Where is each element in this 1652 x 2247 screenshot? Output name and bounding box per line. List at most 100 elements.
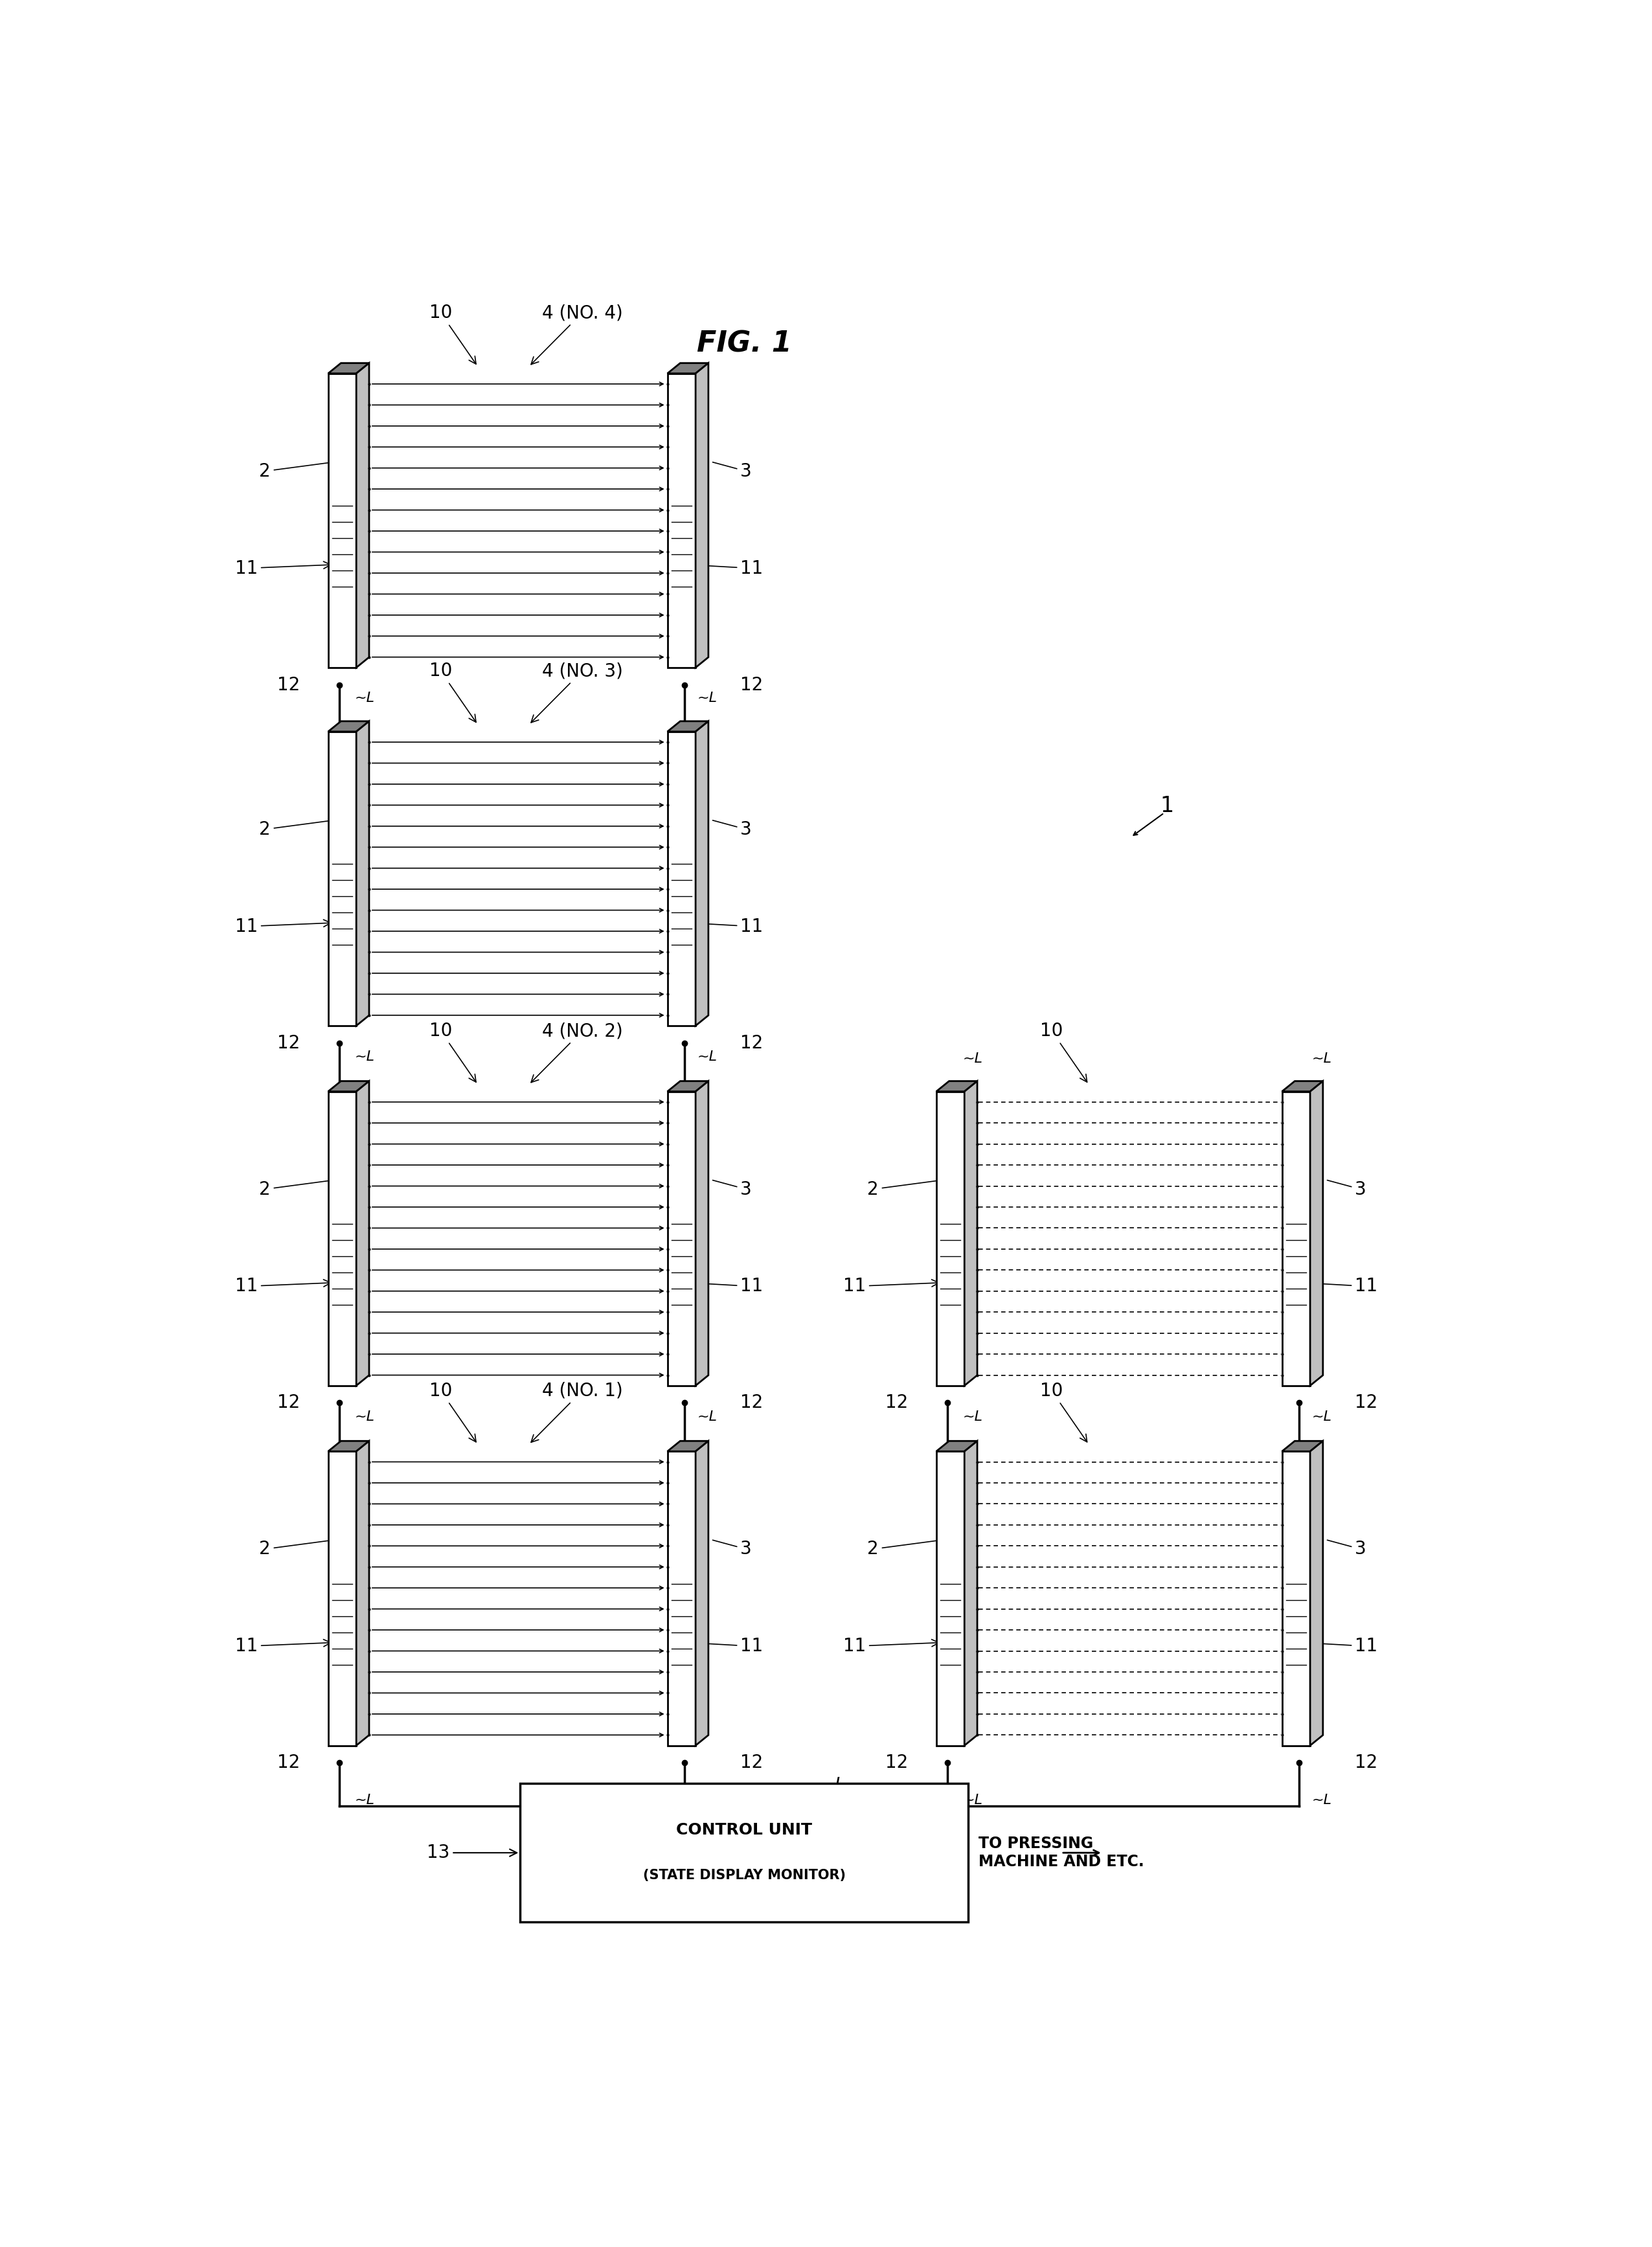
Text: ~L: ~L [697, 1049, 717, 1063]
Polygon shape [667, 1440, 709, 1452]
Text: 12: 12 [1355, 1393, 1378, 1411]
Text: ~L: ~L [355, 1049, 375, 1063]
Text: 11: 11 [691, 917, 763, 935]
Polygon shape [937, 1452, 965, 1746]
Text: 12: 12 [740, 1034, 763, 1052]
Text: 12: 12 [278, 676, 301, 694]
Text: 11: 11 [691, 1638, 763, 1656]
Text: 3: 3 [1327, 1180, 1366, 1198]
Polygon shape [667, 1081, 709, 1092]
Text: 4 (NO. 1): 4 (NO. 1) [530, 1382, 623, 1443]
Polygon shape [695, 1081, 709, 1386]
Text: 2: 2 [259, 820, 335, 838]
Text: 2: 2 [867, 1539, 943, 1557]
Polygon shape [1310, 1440, 1323, 1746]
Text: 3: 3 [712, 1539, 752, 1557]
Polygon shape [357, 721, 368, 1025]
Text: ~L: ~L [355, 1793, 375, 1807]
Text: 11: 11 [691, 560, 763, 577]
Text: 4 (NO. 4): 4 (NO. 4) [530, 303, 623, 364]
Text: 3: 3 [712, 820, 752, 838]
Text: 12: 12 [1355, 1753, 1378, 1773]
Polygon shape [329, 364, 368, 373]
Text: L: L [834, 1775, 844, 1795]
Text: 12: 12 [740, 1393, 763, 1411]
Polygon shape [667, 721, 709, 733]
Text: 10: 10 [430, 663, 476, 721]
Polygon shape [329, 733, 357, 1025]
Text: ~L: ~L [963, 1793, 983, 1807]
Text: ~L: ~L [1312, 1793, 1332, 1807]
Text: 2: 2 [259, 1539, 335, 1557]
Text: ~L: ~L [355, 692, 375, 703]
Text: 10: 10 [1041, 1022, 1087, 1083]
Polygon shape [965, 1081, 978, 1386]
Text: ~L: ~L [963, 1052, 983, 1065]
Polygon shape [667, 1452, 695, 1746]
Polygon shape [1282, 1081, 1323, 1092]
Polygon shape [1282, 1440, 1323, 1452]
Polygon shape [667, 364, 709, 373]
Text: 12: 12 [278, 1753, 301, 1773]
Text: 2: 2 [259, 463, 335, 481]
Polygon shape [329, 1081, 368, 1092]
Text: FIG. 1: FIG. 1 [697, 330, 791, 357]
Text: 12: 12 [278, 1393, 301, 1411]
Text: 2: 2 [867, 1180, 943, 1198]
Text: ~L: ~L [1312, 1052, 1332, 1065]
Polygon shape [1282, 1452, 1310, 1746]
Text: ~L: ~L [697, 1793, 717, 1807]
Text: ~L: ~L [697, 692, 717, 703]
Text: CONTROL UNIT: CONTROL UNIT [676, 1822, 813, 1838]
Polygon shape [695, 364, 709, 667]
Bar [520, 1784, 968, 1921]
Text: 12: 12 [885, 1753, 909, 1773]
Text: ~L: ~L [697, 1411, 717, 1422]
Polygon shape [965, 1440, 978, 1746]
Text: 10: 10 [430, 1382, 476, 1443]
Polygon shape [357, 1081, 368, 1386]
Text: 11: 11 [1305, 1276, 1378, 1294]
Text: 1: 1 [1160, 795, 1173, 816]
Text: 4 (NO. 2): 4 (NO. 2) [530, 1022, 623, 1083]
Polygon shape [667, 1092, 695, 1386]
Polygon shape [667, 373, 695, 667]
Text: 12: 12 [885, 1393, 909, 1411]
Text: 11: 11 [843, 1276, 938, 1294]
Polygon shape [357, 1440, 368, 1746]
Polygon shape [695, 721, 709, 1025]
Text: 11: 11 [235, 1638, 330, 1656]
Text: ~L: ~L [355, 1411, 375, 1422]
Text: 11: 11 [691, 1276, 763, 1294]
Polygon shape [329, 1092, 357, 1386]
Polygon shape [695, 1440, 709, 1746]
Text: 3: 3 [712, 1180, 752, 1198]
Text: 3: 3 [712, 463, 752, 481]
Text: ~L: ~L [1312, 1411, 1332, 1422]
Text: 12: 12 [740, 676, 763, 694]
Polygon shape [329, 1452, 357, 1746]
Polygon shape [329, 373, 357, 667]
Text: 10: 10 [430, 1022, 476, 1083]
Text: 12: 12 [278, 1034, 301, 1052]
Polygon shape [667, 733, 695, 1025]
Text: 4 (NO. 3): 4 (NO. 3) [530, 663, 623, 724]
Polygon shape [1310, 1081, 1323, 1386]
Text: ~L: ~L [963, 1411, 983, 1422]
Polygon shape [357, 364, 368, 667]
Polygon shape [329, 1440, 368, 1452]
Text: 13: 13 [426, 1845, 517, 1863]
Text: 12: 12 [740, 1753, 763, 1773]
Text: 11: 11 [235, 560, 330, 577]
Polygon shape [937, 1440, 978, 1452]
Polygon shape [1282, 1092, 1310, 1386]
Text: 2: 2 [259, 1180, 335, 1198]
Polygon shape [329, 721, 368, 733]
Text: 11: 11 [1305, 1638, 1378, 1656]
Text: TO PRESSING
MACHINE AND ETC.: TO PRESSING MACHINE AND ETC. [978, 1836, 1145, 1870]
Text: 3: 3 [1327, 1539, 1366, 1557]
Text: 10: 10 [430, 303, 476, 364]
Text: (STATE DISPLAY MONITOR): (STATE DISPLAY MONITOR) [643, 1870, 846, 1881]
Polygon shape [937, 1081, 978, 1092]
Polygon shape [937, 1092, 965, 1386]
